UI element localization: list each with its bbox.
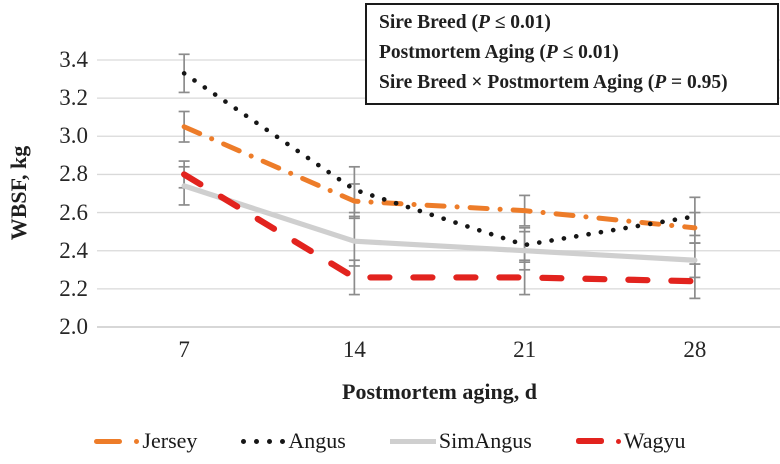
x-tick-label: 21 (513, 337, 537, 362)
annotation-p-value: (P = 0.95) (642, 72, 728, 93)
y-tick-label: 2.2 (59, 275, 88, 301)
x-tick-label: 7 (178, 337, 190, 362)
series-line-jersey (181, 124, 698, 231)
annotation-line: Sire Breed × Postmortem Aging (P = 0.95) (379, 68, 765, 98)
y-tick-label: 2.8 (59, 161, 88, 187)
legend-marker-dotted-icon (280, 438, 286, 444)
annotation-p-value: (P ≤ 0.01) (534, 42, 619, 63)
y-tick-label: 3.2 (59, 85, 88, 111)
annotation-effect-label: Postmortem Aging (379, 42, 535, 63)
annotation-effect-label: Sire Breed (379, 12, 467, 33)
legend-label: Jersey (142, 428, 198, 453)
legend-marker-dotted-icon (241, 438, 286, 444)
y-tick-label: 2.0 (59, 314, 88, 339)
legend-marker-dotted-icon (241, 438, 247, 444)
stats-annotation-box: Sire Breed (P ≤ 0.01) Postmortem Aging (P… (365, 3, 779, 105)
legend-marker-long-dash-icon (575, 438, 604, 444)
x-axis-title: Postmortem aging, d (342, 379, 537, 404)
annotation-effect-label: Sire Breed × Postmortem Aging (379, 72, 643, 93)
legend-marker-dotted-icon (267, 438, 273, 444)
y-tick-label: 2.4 (59, 237, 88, 263)
annotation-line: Postmortem Aging (P ≤ 0.01) (379, 38, 765, 68)
y-tick-label: 2.6 (59, 199, 88, 225)
legend-label: Angus (288, 428, 346, 453)
annotation-p-value: (P ≤ 0.01) (466, 12, 551, 33)
y-tick-label: 3.4 (59, 47, 88, 72)
x-tick-label: 14 (342, 337, 366, 362)
legend-marker-dotted-icon (254, 438, 260, 444)
legend-marker-solid-icon (389, 438, 436, 444)
legend-label: SimAngus (438, 428, 532, 453)
y-tick-label: 3.0 (59, 123, 88, 149)
legend-item-angus: Angus (241, 428, 346, 454)
legend: Jersey Angus SimAngus Wagyu (0, 423, 780, 459)
legend-item-simangus: SimAngus (389, 428, 532, 454)
x-tick-label: 28 (683, 337, 707, 362)
legend-marker-dash-dot-icon (134, 438, 140, 444)
y-axis-title: WBSF, kg (6, 145, 31, 241)
legend-label: Wagyu (623, 428, 686, 453)
legend-marker-dash-dot-icon (94, 438, 123, 444)
legend-item-jersey: Jersey (94, 428, 197, 454)
legend-marker-long-dash-icon (615, 438, 621, 444)
legend-item-wagyu: Wagyu (575, 428, 686, 454)
annotation-line: Sire Breed (P ≤ 0.01) (379, 8, 765, 38)
series-line-wagyu (181, 171, 698, 285)
series-line-simangus (181, 183, 698, 263)
